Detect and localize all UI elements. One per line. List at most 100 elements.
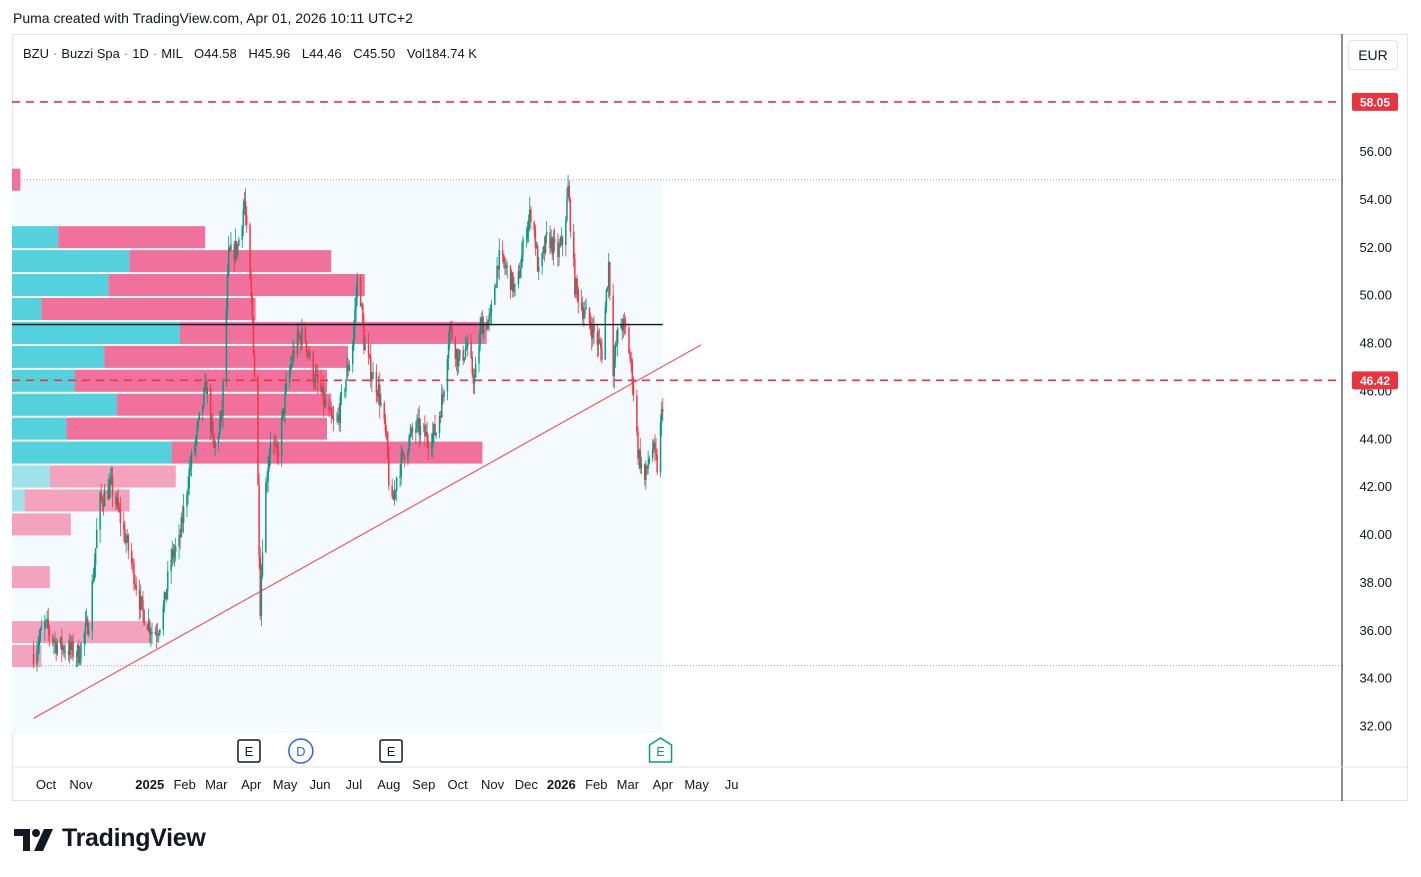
candle-up xyxy=(495,285,497,289)
candle-up xyxy=(62,646,64,650)
candle-down xyxy=(297,330,300,337)
time-tick-label: Sep xyxy=(412,777,435,792)
candle-down xyxy=(367,344,370,355)
candle-up xyxy=(640,463,643,469)
candle-down xyxy=(300,336,302,345)
candle-down xyxy=(593,324,595,333)
candle-up xyxy=(489,313,492,316)
candle-down xyxy=(221,410,223,417)
price-chart[interactable]: 32.0034.0036.0038.0040.0042.0044.0046.00… xyxy=(12,34,1408,801)
candle-down xyxy=(48,629,51,636)
candle-up xyxy=(92,579,95,581)
candle-up xyxy=(478,345,480,364)
symbol-legend[interactable]: BZU · Buzzi Spa · 1D · MIL O44.58 H45.96 L44.4… xyxy=(23,46,477,61)
candle-up xyxy=(80,643,82,660)
candle-up xyxy=(217,435,220,443)
candle-down xyxy=(148,621,151,634)
candle-up xyxy=(488,315,490,321)
candle-up xyxy=(558,245,560,258)
earnings-upcoming-event-icon[interactable] xyxy=(648,737,673,763)
candle-up xyxy=(620,324,622,329)
candle-down xyxy=(205,381,207,394)
candle-down xyxy=(249,224,251,279)
candle-down xyxy=(257,376,259,485)
candle-up xyxy=(165,589,168,600)
candle-up xyxy=(474,363,477,378)
candle-up xyxy=(282,408,284,418)
time-tick-label: 2025 xyxy=(135,777,164,792)
candle-up xyxy=(242,209,245,227)
candle-up xyxy=(463,357,466,361)
price-tick-label: 38.00 xyxy=(1359,575,1392,590)
volume-profile-up-bar xyxy=(12,274,109,297)
candle-up xyxy=(340,391,343,397)
volume-profile-up-bar xyxy=(12,321,180,344)
candle-up xyxy=(565,220,567,246)
candle-up xyxy=(186,494,188,507)
candle-up xyxy=(645,466,647,480)
candle-down xyxy=(172,549,175,558)
candle-up xyxy=(526,229,529,239)
legend-volume: 184.74 K xyxy=(424,46,477,61)
candle-up xyxy=(298,336,301,337)
volume-profile-up-bar xyxy=(12,441,172,464)
candle-up xyxy=(613,357,616,376)
candle-up xyxy=(542,247,545,254)
candle-up xyxy=(156,634,159,636)
candle-up xyxy=(236,245,239,255)
candle-down xyxy=(133,562,135,584)
earnings-event-icon[interactable] xyxy=(379,739,403,763)
candle-down xyxy=(509,265,512,291)
dividend-event-icon[interactable] xyxy=(288,738,314,764)
volume-profile-up-bar xyxy=(12,417,67,440)
candle-down xyxy=(252,317,255,355)
tradingview-logo[interactable]: TradingView xyxy=(14,824,206,853)
time-tick-label: Aug xyxy=(377,777,400,792)
candle-down xyxy=(628,327,630,354)
candle-up xyxy=(560,236,563,244)
candle-up xyxy=(394,490,397,492)
candle-up xyxy=(604,307,607,360)
candle-down xyxy=(330,408,333,416)
candle-down xyxy=(141,596,143,601)
candle-up xyxy=(399,476,401,478)
candle-down xyxy=(472,373,475,384)
candle-down xyxy=(244,201,247,216)
candle-up xyxy=(575,278,577,296)
candle-up xyxy=(265,483,267,553)
candle-down xyxy=(551,237,554,255)
candle-up xyxy=(438,415,441,433)
candle-down xyxy=(164,592,167,600)
candle-up xyxy=(448,324,451,345)
candle-up xyxy=(339,396,342,423)
candle-up xyxy=(415,428,417,433)
earnings-event-icon[interactable] xyxy=(237,739,261,763)
candle-down xyxy=(102,504,105,507)
candle-down xyxy=(52,635,54,642)
candle-up xyxy=(552,238,555,255)
candle-up xyxy=(187,488,189,495)
candle-down xyxy=(331,415,334,419)
candle-up xyxy=(345,379,347,391)
candle-down xyxy=(213,435,215,449)
candle-up xyxy=(648,458,651,464)
currency-button[interactable]: EUR xyxy=(1348,40,1398,70)
candle-down xyxy=(235,241,238,255)
candle-up xyxy=(126,535,128,541)
candle-up xyxy=(196,426,198,438)
candle-up xyxy=(188,468,190,489)
candle-down xyxy=(86,618,89,635)
candle-up xyxy=(218,421,221,436)
legend-high-label: H xyxy=(248,46,258,61)
candle-up xyxy=(401,451,404,454)
candle-up xyxy=(465,346,468,350)
candle-up xyxy=(522,239,524,255)
candle-down xyxy=(391,485,393,497)
candle-up xyxy=(400,453,402,477)
legend-volume-label: Vol xyxy=(406,46,425,61)
candle-down xyxy=(534,229,537,248)
candle-up xyxy=(139,596,142,610)
candle-up xyxy=(296,330,299,354)
trendline[interactable] xyxy=(33,344,702,719)
candle-down xyxy=(574,258,576,296)
